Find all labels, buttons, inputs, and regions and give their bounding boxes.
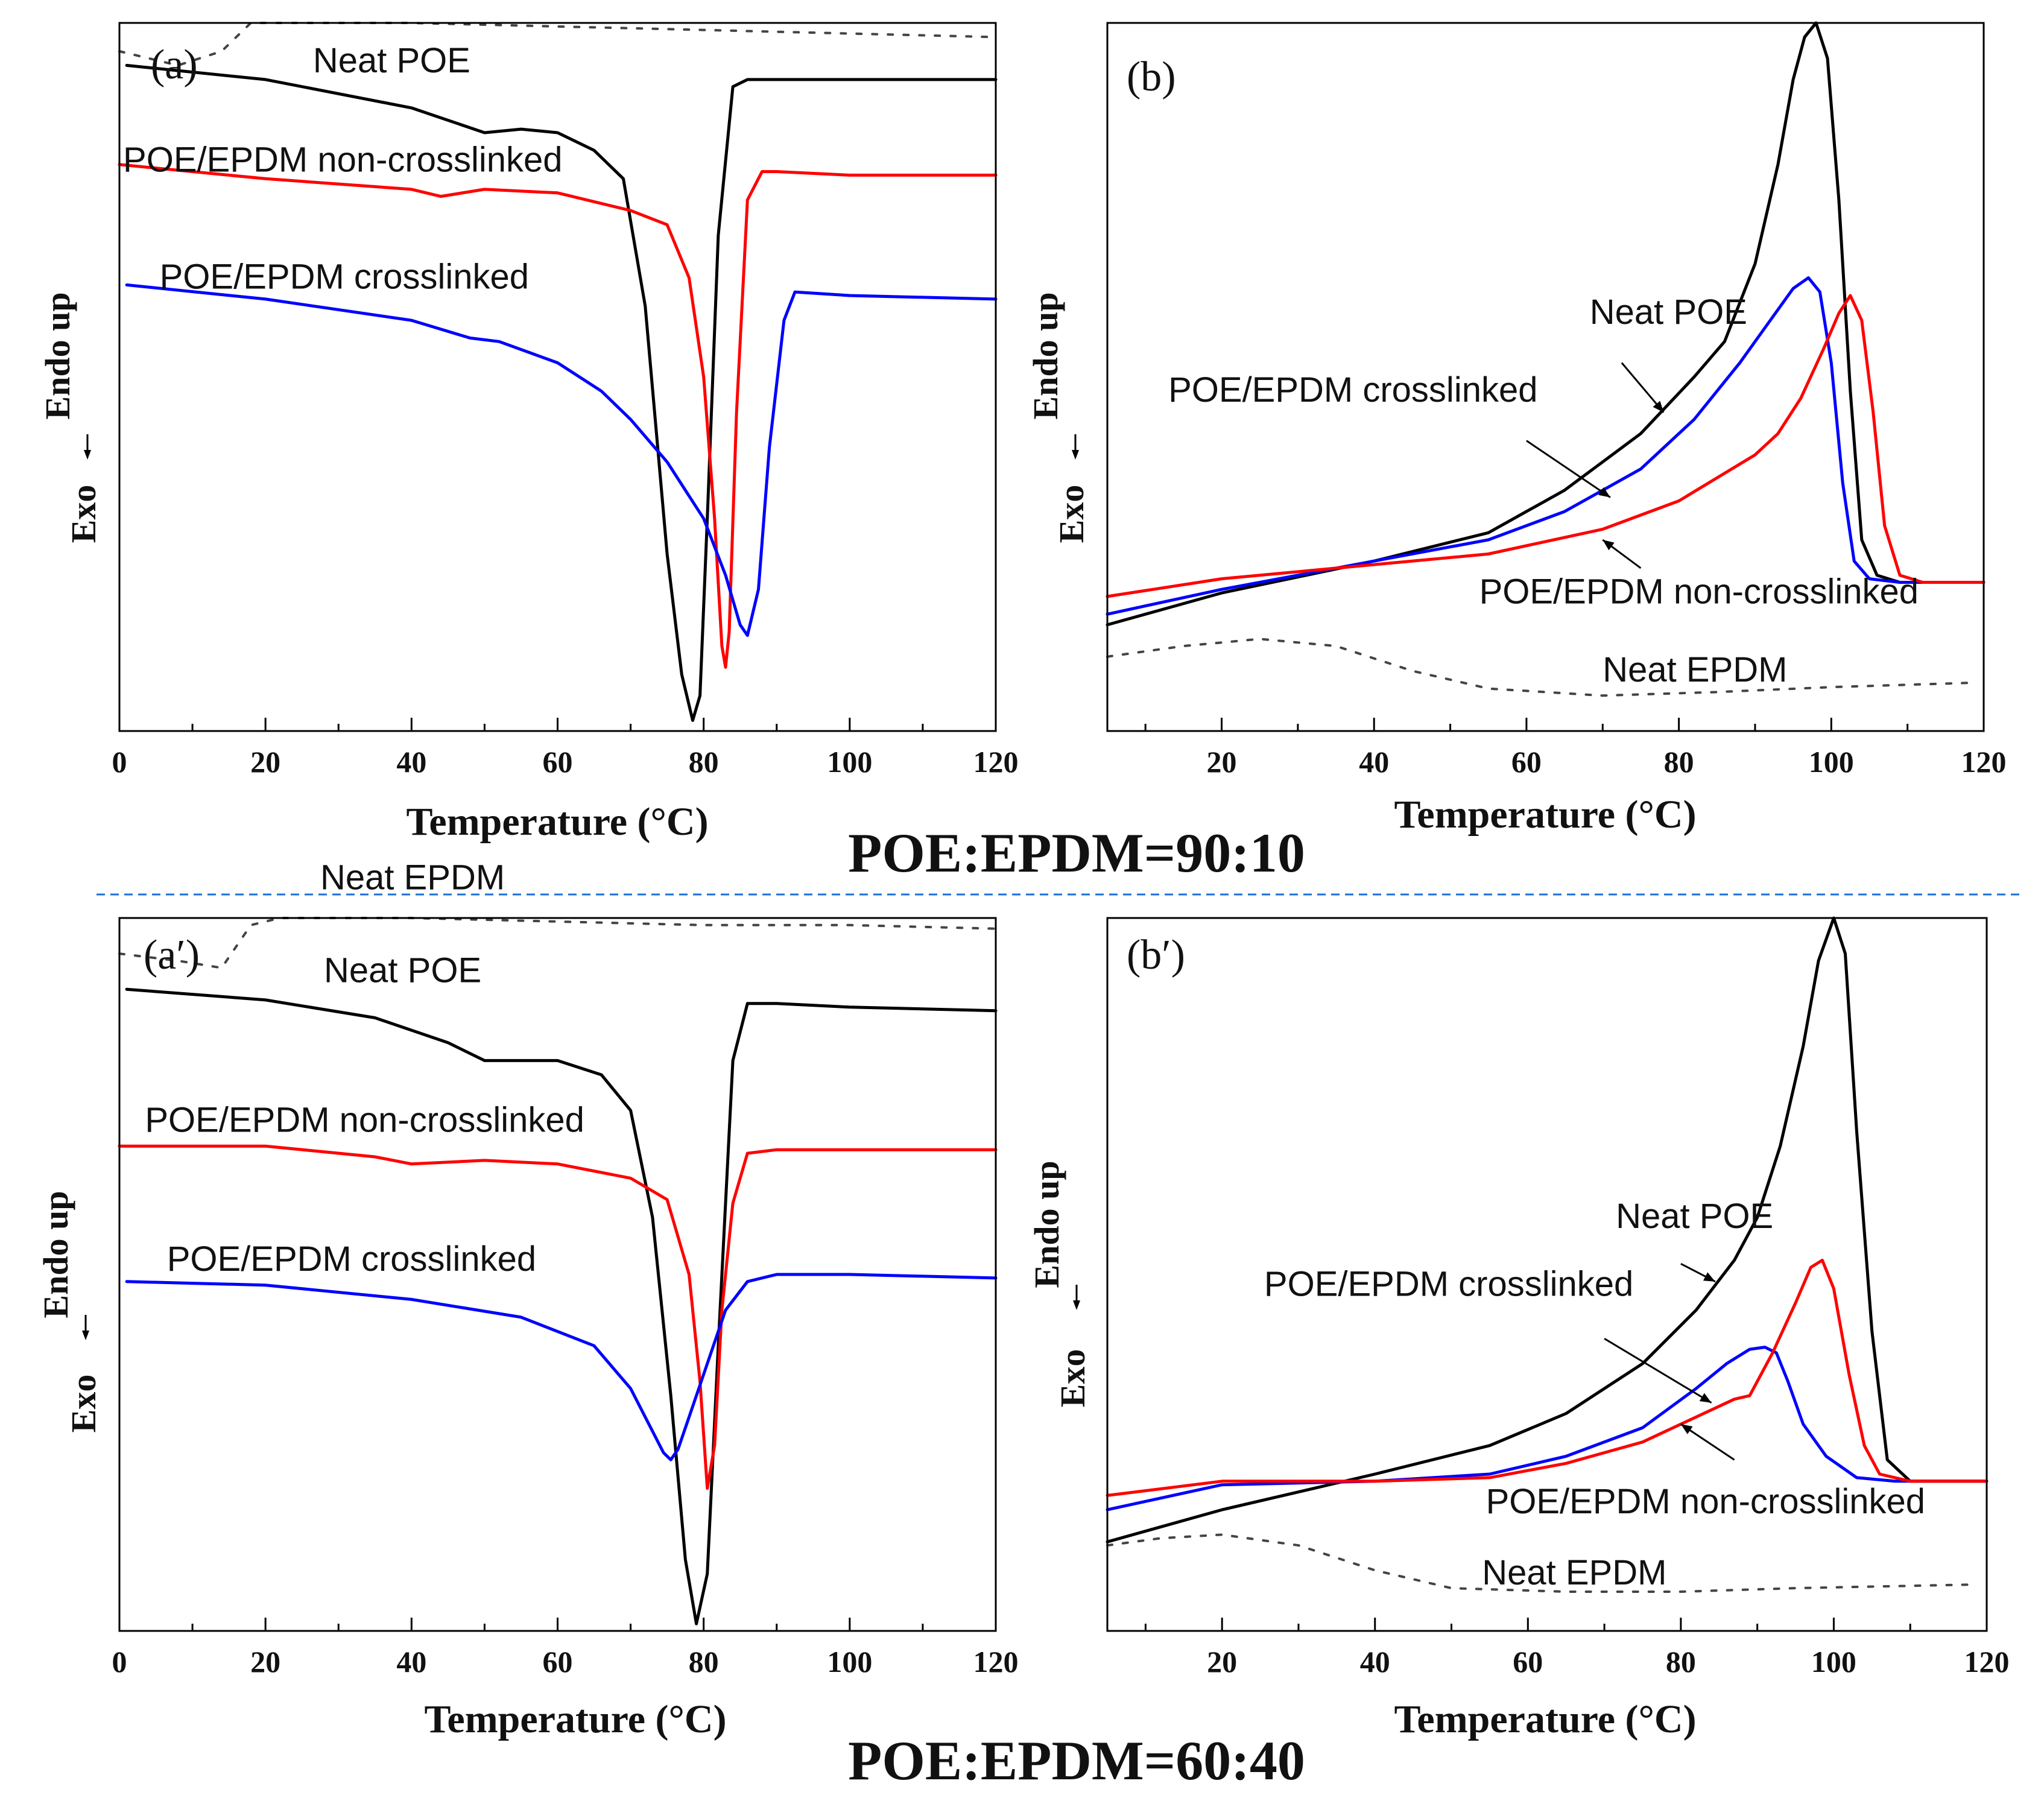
series-neat-epdm	[1106, 638, 1970, 697]
series-label: POE/EPDM crosslinked	[1264, 1264, 1633, 1303]
plot-frame	[1106, 917, 1988, 1632]
x-tick-label: 100	[827, 745, 872, 779]
y-axis-label-exo: Exo	[1052, 485, 1091, 543]
chart-panel-a-prime: 0 20 40 60 80 100 120 Neat EPDM Neat POE POE/EPDM…	[36, 858, 1019, 1741]
endo-down-arrow-icon	[1073, 1285, 1080, 1310]
x-tick-label: 40	[1360, 1645, 1390, 1679]
x-tick-label: 100	[827, 1645, 872, 1679]
chart-panel-a: 0 20 40 60 80 100 120 Neat EPDM Neat POE POE/EPDM…	[38, 0, 1019, 844]
y-axis-label-exo: Exo	[64, 1375, 103, 1433]
plot-frame	[118, 917, 997, 1632]
series-non-crosslinked	[118, 163, 998, 669]
x-tick-label: 120	[973, 1645, 1019, 1679]
x-tick-label: 40	[396, 1645, 426, 1679]
series-label: POE/EPDM non-crosslinked	[1479, 572, 1919, 612]
series-crosslinked	[125, 1273, 998, 1461]
series-label: POE/EPDM non-crosslinked	[1486, 1482, 1925, 1521]
x-tick-label: 40	[396, 745, 426, 779]
x-tick-label: 80	[689, 1645, 719, 1679]
series-label: POE/EPDM non-crosslinked	[145, 1101, 584, 1140]
series-label: Neat POE	[1590, 293, 1747, 332]
x-tick-label: 120	[973, 745, 1019, 779]
plot-frame	[118, 22, 997, 732]
series-neat-poe	[1106, 916, 1989, 1543]
annotation-pointer-arrow	[1604, 1338, 1712, 1404]
x-tick-label: 120	[1964, 1645, 2010, 1679]
endo-down-arrow-icon	[84, 434, 91, 460]
series-neat-poe	[125, 63, 998, 722]
x-tick-label: 60	[1513, 1645, 1543, 1679]
x-tick-label: 60	[543, 1645, 573, 1679]
series-label: Neat EPDM	[273, 0, 457, 2]
y-axis-label-exo: Exo	[64, 485, 103, 543]
x-tick-label: 20	[1207, 1645, 1237, 1679]
x-tick-label: 60	[543, 745, 573, 779]
series-label: Neat EPDM	[320, 858, 505, 897]
series-neat-poe	[125, 987, 998, 1625]
series-neat-poe	[1106, 21, 1985, 627]
group-title-bottom: POE:EPDM=60:40	[848, 1730, 1305, 1791]
series-label: Neat EPDM	[1482, 1553, 1666, 1592]
series-neat-epdm	[118, 22, 997, 67]
x-axis-title: Temperature (°C)	[1394, 793, 1696, 837]
x-tick-label: 80	[689, 745, 719, 779]
y-axis-label-endo-up: Endo up	[38, 292, 77, 419]
series-label: Neat POE	[324, 951, 481, 990]
panel-label: (b′)	[1127, 932, 1185, 978]
x-tick-label: 20	[250, 1645, 280, 1679]
x-axis-title: Temperature (°C)	[406, 800, 708, 844]
series-label: POE/EPDM non-crosslinked	[123, 141, 562, 180]
series-non-crosslinked	[1106, 294, 1985, 598]
series-non-crosslinked	[118, 1144, 998, 1490]
series-non-crosslinked	[1106, 1258, 1989, 1497]
x-tick-label: 20	[1207, 745, 1237, 779]
x-tick-label: 20	[250, 745, 280, 779]
x-tick-label: 100	[1811, 1645, 1856, 1679]
annotation-pointer-arrow	[1602, 539, 1642, 569]
endo-down-arrow-icon	[82, 1315, 89, 1340]
x-tick-label: 80	[1664, 745, 1694, 779]
panel-label: (a′)	[144, 932, 200, 978]
panel-label: (b)	[1127, 54, 1176, 100]
series-crosslinked	[125, 283, 998, 637]
x-tick-label: 0	[112, 745, 127, 779]
annotation-pointer-arrow	[1526, 440, 1611, 498]
series-label: Neat POE	[313, 41, 470, 80]
series-label: Neat EPDM	[1603, 650, 1787, 689]
y-axis-label-endo-up: Endo up	[36, 1191, 75, 1318]
x-tick-label: 120	[1961, 745, 2007, 779]
annotation-pointer-arrow	[1680, 1423, 1735, 1461]
y-axis-label-endo-up: Endo up	[1026, 292, 1065, 419]
group-title-top: POE:EPDM=90:10	[848, 822, 1305, 884]
endo-down-arrow-icon	[1072, 434, 1079, 460]
annotation-pointer-arrow	[1680, 1262, 1716, 1283]
series-label: POE/EPDM crosslinked	[160, 257, 529, 296]
chart-panel-b-prime: 20 40 60 80 100 120 Neat POE POE/EPDM crosslink…	[1027, 916, 2010, 1741]
series-label: POE/EPDM crosslinked	[167, 1239, 536, 1279]
x-tick-label: 0	[112, 1645, 127, 1679]
series-crosslinked	[1106, 1346, 1989, 1511]
annotation-pointer-arrow	[1621, 362, 1665, 413]
panel-label: (a)	[151, 42, 198, 88]
chart-panel-b: 20 40 60 80 100 120 Neat POE POE/EPDM crosslink…	[1026, 21, 2007, 837]
x-tick-label: 40	[1359, 745, 1389, 779]
y-axis-label-exo: Exo	[1053, 1349, 1092, 1408]
x-axis-title: Temperature (°C)	[424, 1697, 726, 1741]
series-label: Neat POE	[1616, 1197, 1773, 1236]
series-crosslinked	[1106, 276, 1985, 616]
plot-frame	[1106, 22, 1985, 732]
series-label: POE/EPDM crosslinked	[1168, 370, 1537, 410]
y-axis-label-endo-up: Endo up	[1027, 1160, 1066, 1288]
x-tick-label: 80	[1666, 1645, 1696, 1679]
x-axis-title: Temperature (°C)	[1394, 1697, 1696, 1741]
x-tick-label: 60	[1511, 745, 1542, 779]
x-tick-label: 100	[1809, 745, 1854, 779]
